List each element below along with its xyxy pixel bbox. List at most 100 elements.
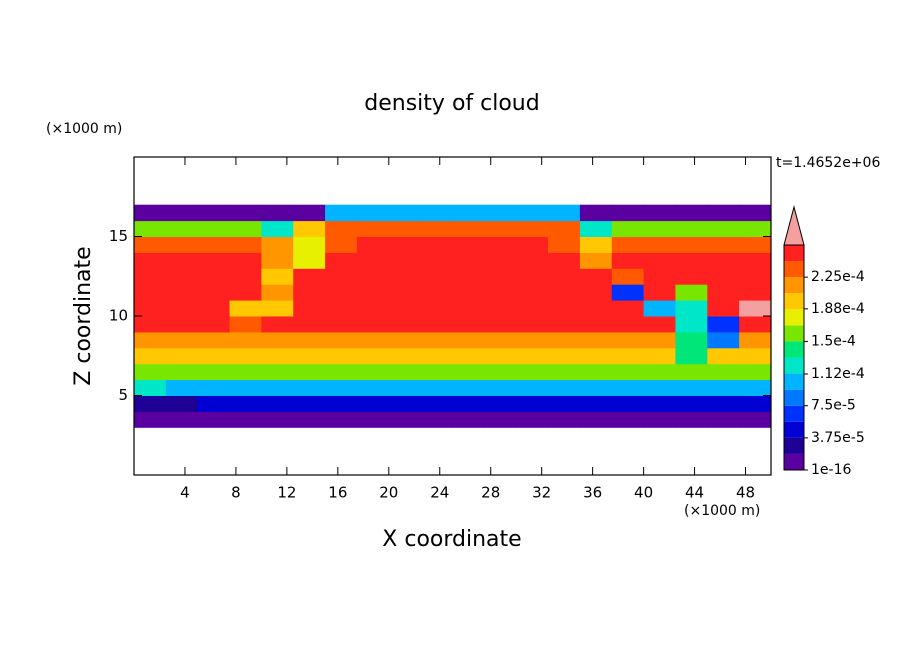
contour-cell	[356, 204, 390, 222]
contour-cell	[356, 395, 390, 412]
contour-cell	[388, 316, 422, 333]
contour-cell	[293, 236, 326, 253]
contour-cell	[643, 220, 676, 237]
contour-cell	[197, 331, 231, 349]
colorbar-tick-label: 1.12e-4	[811, 366, 865, 382]
contour-cell	[579, 236, 613, 253]
contour-cell	[325, 363, 358, 381]
contour-cell	[325, 316, 358, 333]
contour-cell	[388, 268, 422, 285]
contour-cell	[134, 316, 167, 333]
contour-cell	[452, 379, 485, 396]
contour-cell	[293, 268, 326, 285]
contour-cell	[388, 363, 422, 381]
contour-cell	[165, 411, 199, 428]
contour-cell	[643, 268, 676, 285]
contour-cell	[484, 411, 517, 428]
contour-cell	[197, 316, 231, 333]
contour-cell	[707, 411, 740, 428]
contour-cell	[229, 268, 262, 285]
contour-cell	[452, 316, 485, 333]
contour-cell	[325, 331, 358, 349]
contour-cell	[739, 252, 772, 269]
contour-cell	[197, 379, 231, 396]
contour-cell	[420, 268, 453, 285]
contour-cell	[420, 411, 453, 428]
colorbar-tick-label: 1.88e-4	[811, 301, 865, 317]
contour-cell	[548, 363, 581, 381]
contour-cell	[675, 268, 708, 285]
contour-cell	[197, 284, 231, 301]
contour-cell	[261, 236, 294, 253]
contour-cell	[707, 220, 740, 237]
contour-cell	[261, 411, 294, 428]
contour-cell	[675, 331, 708, 349]
colorbar-band	[784, 389, 804, 406]
contour-cell	[484, 204, 517, 222]
contour-cell	[229, 379, 262, 396]
contour-cell	[325, 252, 358, 269]
contour-cell	[325, 204, 358, 222]
contour-cell	[548, 300, 581, 317]
contour-cell	[420, 395, 453, 412]
contour-cell	[516, 220, 549, 237]
contour-cell	[293, 411, 326, 428]
time-label: t=1.4652e+06	[776, 155, 880, 171]
contour-cell	[707, 363, 740, 381]
contour-cell	[229, 252, 262, 269]
y-tick-label: 15	[109, 227, 128, 245]
contour-cell	[165, 363, 199, 381]
colorbar-band	[784, 309, 804, 326]
contour-cell	[293, 300, 326, 317]
contour-cell	[197, 411, 231, 428]
contour-cell	[643, 236, 676, 253]
x-tick-label: 20	[379, 484, 398, 502]
contour-cell	[675, 220, 708, 237]
contour-cell	[293, 347, 326, 365]
y-unit: (×1000 m)	[46, 121, 122, 137]
contour-cell	[420, 347, 453, 365]
contour-cell	[548, 220, 581, 237]
contour-cell	[134, 379, 167, 396]
contour-cell	[484, 236, 517, 253]
contour-cell	[643, 316, 676, 333]
contour-cell	[134, 411, 167, 428]
contour-cell	[484, 363, 517, 381]
contour-cell	[516, 379, 549, 396]
contour-cell	[388, 347, 422, 365]
contour-cell	[134, 252, 167, 269]
contour-cell	[420, 252, 453, 269]
contour-cell	[548, 379, 581, 396]
x-tick-label: 44	[685, 484, 704, 502]
contour-cell	[134, 284, 167, 301]
contour-cell	[579, 300, 613, 317]
contour-cell	[675, 363, 708, 381]
colorbar-band	[784, 405, 804, 422]
contour-cell	[452, 411, 485, 428]
contour-cell	[197, 363, 231, 381]
contour-cell	[484, 316, 517, 333]
chart-title: density of cloud	[364, 91, 539, 116]
contour-cell	[707, 252, 740, 269]
contour-cell	[420, 363, 453, 381]
contour-cell	[579, 204, 613, 222]
colorbar-tick-label: 2.25e-4	[811, 269, 865, 285]
x-tick-label: 4	[180, 484, 190, 502]
contour-cell	[261, 284, 294, 301]
y-tick-label: 5	[118, 386, 128, 404]
contour-cell	[579, 395, 613, 412]
contour-cell	[611, 379, 645, 396]
contour-field	[134, 204, 772, 428]
contour-cell	[293, 284, 326, 301]
contour-cell	[356, 363, 390, 381]
colorbar-band	[784, 373, 804, 390]
contour-cell	[388, 331, 422, 349]
contour-cell	[325, 236, 358, 253]
x-tick-label: 40	[634, 484, 653, 502]
contour-cell	[452, 347, 485, 365]
colorbar-band	[784, 357, 804, 374]
contour-cell	[739, 363, 772, 381]
contour-cell	[134, 331, 167, 349]
colorbar-tick-label: 1.5e-4	[811, 333, 856, 349]
